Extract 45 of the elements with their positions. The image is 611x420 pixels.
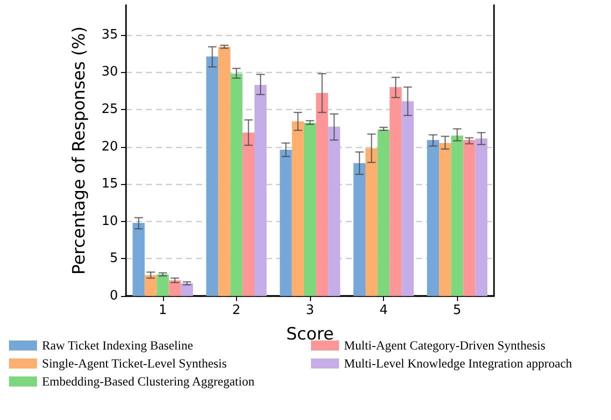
y-tick-label: 30 xyxy=(101,64,118,80)
legend-label: Multi-Agent Category-Driven Synthesis xyxy=(344,338,546,352)
x-tick-label: 1 xyxy=(158,303,167,318)
y-tick-label: 10 xyxy=(101,214,118,229)
bar xyxy=(180,283,193,296)
bar xyxy=(353,163,366,296)
bar xyxy=(144,275,157,296)
x-tick-label: 4 xyxy=(379,303,388,318)
bar xyxy=(365,148,378,296)
bar xyxy=(402,101,414,296)
bar xyxy=(316,93,328,296)
bar xyxy=(427,140,440,296)
bar xyxy=(378,130,390,296)
y-tick-label: 5 xyxy=(110,251,118,266)
bar xyxy=(156,274,169,296)
bar xyxy=(168,280,181,296)
y-tick-label: 15 xyxy=(101,176,118,192)
y-tick-label: 25 xyxy=(101,102,118,117)
y-tick-label: 20 xyxy=(101,139,118,154)
legend-label: Multi-Level Knowledge Integration approach xyxy=(344,356,573,370)
bar xyxy=(463,140,476,296)
bar xyxy=(132,222,145,296)
bar xyxy=(206,56,218,296)
y-axis-title: Percentage of Responses (%) xyxy=(70,26,90,275)
bar xyxy=(230,74,242,296)
legend-label: Single-Agent Ticket-Level Synthesis xyxy=(42,356,227,370)
legend-label: Embedding-Based Clustering Aggregation xyxy=(42,374,256,388)
bar xyxy=(439,143,452,296)
x-tick-label: 2 xyxy=(232,303,241,318)
bar xyxy=(254,84,267,296)
x-axis-title: Score xyxy=(286,324,334,344)
bar xyxy=(390,87,402,296)
x-tick-label: 5 xyxy=(453,303,462,318)
bar xyxy=(292,121,304,296)
y-tick-label: 35 xyxy=(101,27,118,42)
y-tick-label: 0 xyxy=(110,288,118,304)
legend-label: Raw Ticket Indexing Baseline xyxy=(42,338,194,352)
bar xyxy=(451,136,464,296)
bar xyxy=(242,132,255,296)
bar xyxy=(280,150,292,296)
x-tick-label: 3 xyxy=(306,303,314,318)
bar xyxy=(304,122,316,296)
bar xyxy=(218,46,230,296)
bar xyxy=(475,138,488,296)
bar xyxy=(328,126,340,296)
